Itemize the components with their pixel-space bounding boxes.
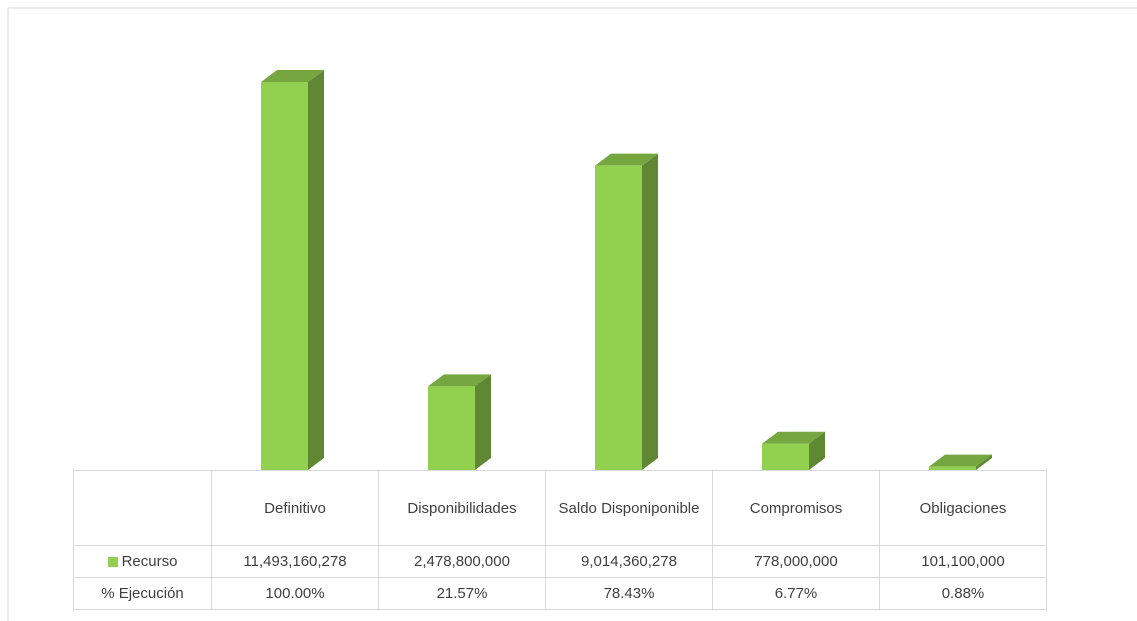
category-label-text: Definitivo bbox=[264, 499, 326, 518]
bar-front bbox=[428, 386, 475, 470]
chart: Definitivo Disponibilidades Saldo Disponip… bbox=[0, 0, 1137, 621]
bar-front bbox=[261, 82, 308, 470]
data-cell: 78.43% bbox=[545, 577, 713, 610]
bar-front bbox=[762, 444, 809, 470]
data-cell: 9,014,360,278 bbox=[545, 545, 713, 578]
category-label: Saldo Disponiponible bbox=[545, 470, 713, 546]
data-cell-text: 6.77% bbox=[775, 584, 818, 603]
legend-entry-text: Recurso bbox=[122, 552, 178, 571]
category-label-text: Saldo Disponiponible bbox=[559, 499, 700, 518]
data-cell: 0.88% bbox=[879, 577, 1047, 610]
data-cell-text: 101,100,000 bbox=[921, 552, 1004, 571]
bar-front bbox=[595, 166, 642, 470]
data-cell: 778,000,000 bbox=[712, 545, 880, 578]
data-cell: 100.00% bbox=[211, 577, 379, 610]
category-label: Disponibilidades bbox=[378, 470, 546, 546]
data-cell-text: 78.43% bbox=[604, 584, 655, 603]
data-cell-text: 100.00% bbox=[265, 584, 324, 603]
data-cell-text: 0.88% bbox=[942, 584, 985, 603]
bar bbox=[762, 432, 825, 470]
bar bbox=[929, 455, 992, 470]
table-corner bbox=[73, 470, 212, 546]
category-label: Obligaciones bbox=[879, 470, 1047, 546]
bar-side bbox=[475, 374, 491, 470]
data-cell-text: 11,493,160,278 bbox=[243, 552, 346, 571]
data-cell-text: 21.57% bbox=[437, 584, 488, 603]
category-label-text: Compromisos bbox=[750, 499, 843, 518]
data-cell-text: 9,014,360,278 bbox=[581, 552, 677, 571]
data-cell: 21.57% bbox=[378, 577, 546, 610]
legend-entry: % Ejecución bbox=[73, 577, 212, 610]
legend-entry-text: % Ejecución bbox=[101, 584, 184, 603]
bar-side bbox=[308, 70, 324, 470]
legend-key bbox=[108, 557, 118, 567]
category-label: Definitivo bbox=[211, 470, 379, 546]
legend-entry: Recurso bbox=[73, 545, 212, 578]
bar-side bbox=[642, 154, 658, 470]
category-label-text: Disponibilidades bbox=[407, 499, 516, 518]
category-label: Compromisos bbox=[712, 470, 880, 546]
data-cell-text: 2,478,800,000 bbox=[414, 552, 510, 571]
data-cell: 2,478,800,000 bbox=[378, 545, 546, 578]
bar bbox=[428, 374, 491, 470]
category-label-text: Obligaciones bbox=[920, 499, 1007, 518]
data-cell-text: 778,000,000 bbox=[754, 552, 837, 571]
data-cell: 11,493,160,278 bbox=[211, 545, 379, 578]
data-cell: 6.77% bbox=[712, 577, 880, 610]
data-cell: 101,100,000 bbox=[879, 545, 1047, 578]
bar bbox=[261, 70, 324, 470]
bar bbox=[595, 154, 658, 470]
